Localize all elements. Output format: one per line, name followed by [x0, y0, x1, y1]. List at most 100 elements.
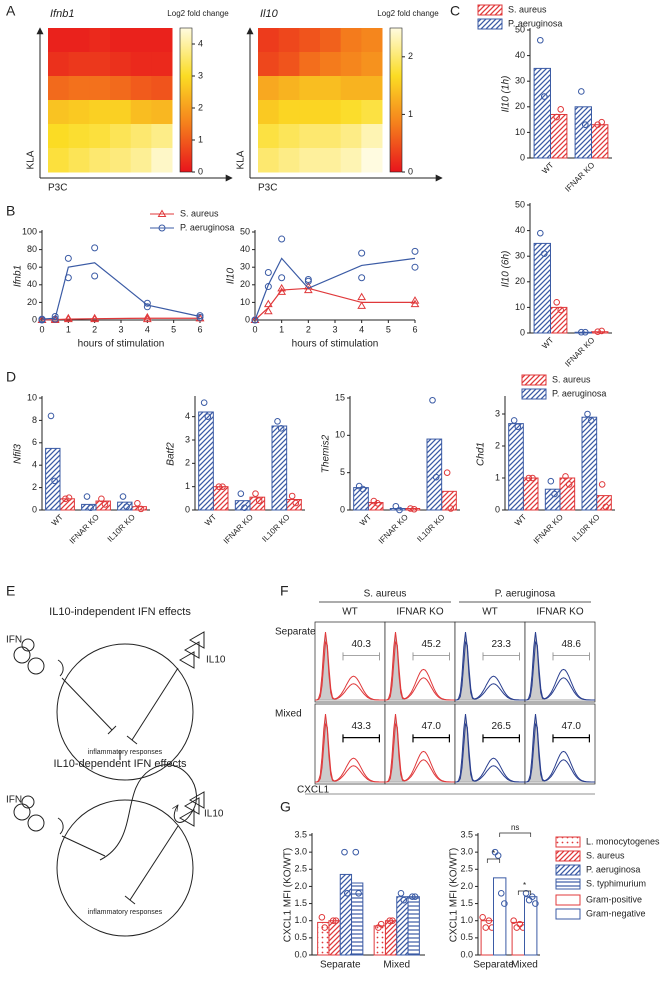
y-tick-label: 4	[32, 460, 37, 470]
heatmap-cell	[89, 52, 111, 77]
legend-swatch	[555, 894, 581, 906]
data-point	[63, 313, 73, 322]
legend-swatch	[555, 878, 581, 890]
y-tick-label: 8	[32, 415, 37, 425]
y-axis-label: Nfil3	[13, 444, 24, 464]
x-tick-label: WT	[513, 512, 528, 527]
heatmap-cell	[361, 100, 383, 125]
data-point	[529, 474, 536, 482]
gate	[342, 734, 380, 743]
data-point	[553, 113, 561, 121]
y-tick-label: 0.0	[460, 949, 473, 959]
data-point	[101, 501, 109, 508]
y-tick-label: 20	[515, 101, 525, 111]
x-tick-label: 2	[306, 324, 311, 334]
gate	[482, 652, 520, 661]
legend-label: S. typhimurium	[586, 878, 646, 888]
data-point	[134, 499, 141, 507]
data-point	[408, 893, 416, 901]
legend-swatch	[555, 908, 581, 920]
heatmap-cell	[89, 28, 111, 53]
data-point	[318, 913, 326, 921]
heatmap-cell	[320, 76, 342, 101]
data-point	[90, 313, 100, 322]
bar	[271, 425, 288, 511]
data-point	[47, 412, 55, 420]
x-tick-label: 0	[252, 324, 257, 334]
row-label: Separate	[275, 627, 316, 638]
data-point	[392, 502, 400, 510]
x-tick-label: 1	[279, 324, 284, 334]
panel-label: C	[450, 3, 460, 19]
colorbar-tick-label: 1	[408, 109, 413, 119]
data-point	[292, 499, 300, 507]
heatmap-cell	[340, 124, 362, 149]
y-axis-label: KLA	[26, 150, 37, 169]
column-label: WT	[482, 607, 498, 618]
diagram-title: IL10-dependent IFN effects	[53, 758, 187, 770]
heatmap-cell	[340, 100, 362, 125]
y-tick-label: 4	[185, 411, 190, 421]
data-point	[341, 848, 348, 856]
gate-value: 47.0	[561, 721, 581, 732]
row-label: Mixed	[275, 709, 302, 720]
y-tick-label: 80	[27, 244, 37, 254]
data-point	[443, 469, 451, 476]
panel-label: D	[6, 369, 16, 385]
heatmap-cell	[48, 148, 70, 173]
bar	[493, 877, 507, 956]
gate-value: 43.3	[351, 721, 371, 732]
data-point	[215, 483, 223, 490]
data-point	[241, 504, 248, 511]
x-axis-label: hours of stimulation	[292, 339, 379, 350]
x-tick-label: IL10R KO	[260, 513, 291, 544]
legend-label: S. aureus	[180, 208, 219, 218]
legend-label: S. aureus	[586, 850, 625, 860]
bar	[198, 411, 214, 511]
heatmap-cell	[361, 28, 383, 53]
data-point	[514, 423, 522, 431]
data-point	[396, 506, 403, 514]
y-tick-label: 2.0	[294, 881, 307, 891]
data-point	[494, 852, 502, 859]
bar	[550, 113, 568, 159]
data-point	[38, 315, 46, 323]
y-tick-label: 0	[520, 327, 525, 337]
column-group: S. aureus	[364, 589, 407, 600]
legend-label: P. aeruginosa	[552, 388, 606, 398]
x-tick-label: IL10R KO	[415, 513, 446, 544]
heatmap-cell	[110, 28, 132, 53]
y-tick-label: 0	[495, 504, 500, 514]
y-tick-label: 50	[515, 24, 525, 34]
heatmap-cell	[110, 52, 132, 77]
data-point	[65, 494, 73, 501]
heatmap-cell	[299, 52, 321, 77]
bar	[339, 873, 353, 956]
y-tick-label: 2.5	[460, 864, 473, 874]
x-tick-label: Mixed	[511, 960, 538, 971]
data-point	[525, 474, 533, 482]
data-point	[277, 283, 287, 292]
heatmap-cell	[110, 100, 132, 125]
data-point	[410, 296, 420, 304]
heatmap-cell	[130, 124, 152, 149]
x-tick-label: 5	[386, 324, 391, 334]
data-point	[374, 499, 381, 507]
significance-bracket	[517, 890, 532, 895]
legend-marker	[158, 224, 166, 232]
data-point	[142, 312, 152, 321]
y-axis-label: Il10	[226, 268, 237, 285]
heatmap-cell	[320, 100, 342, 125]
legend-label: S. aureus	[508, 4, 547, 14]
y-tick-label: 20	[240, 279, 250, 289]
y-tick-label: 20	[515, 276, 525, 286]
heatmap-cell	[258, 100, 280, 125]
line	[254, 287, 415, 321]
y-tick-label: 10	[27, 392, 37, 402]
y-tick-label: 3.5	[460, 829, 473, 839]
panel-label: G	[280, 799, 291, 815]
data-point	[251, 316, 259, 324]
x-tick-label: WT	[540, 160, 555, 175]
heatmap-cell	[151, 148, 173, 173]
x-tick-label: Mixed	[383, 960, 410, 971]
